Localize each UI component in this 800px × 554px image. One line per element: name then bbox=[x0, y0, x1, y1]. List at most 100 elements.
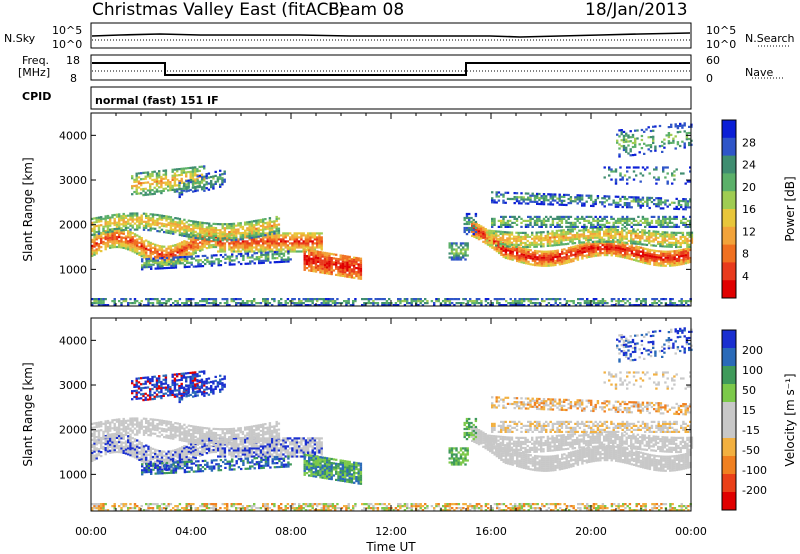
power-cell bbox=[457, 256, 460, 259]
power-cell bbox=[120, 232, 123, 235]
power-cell bbox=[346, 255, 349, 258]
power-cell bbox=[607, 232, 610, 235]
power-cell bbox=[495, 191, 498, 194]
power-cell bbox=[470, 228, 473, 232]
power-cell bbox=[632, 240, 635, 243]
power-cell bbox=[545, 254, 548, 257]
power-cell bbox=[300, 300, 303, 303]
power-cell bbox=[536, 262, 539, 265]
power-cell bbox=[320, 302, 323, 305]
power-cell bbox=[615, 300, 618, 303]
power-cell bbox=[177, 258, 180, 261]
power-cell bbox=[468, 226, 471, 230]
power-cell bbox=[149, 255, 152, 259]
power-cell bbox=[120, 238, 123, 241]
power-cell bbox=[518, 304, 521, 307]
power-cell bbox=[502, 241, 505, 244]
power-cell bbox=[576, 248, 580, 251]
power-cell bbox=[268, 217, 272, 220]
power-cell bbox=[187, 219, 191, 222]
power-cell bbox=[612, 228, 615, 231]
power-cell bbox=[570, 248, 573, 251]
power-cell bbox=[637, 223, 640, 226]
power-cell bbox=[608, 168, 611, 171]
power-cell bbox=[133, 218, 137, 221]
power-cell bbox=[246, 227, 249, 230]
power-cell bbox=[578, 221, 582, 224]
power-cell bbox=[637, 200, 640, 203]
power-cell bbox=[142, 187, 145, 191]
power-cell bbox=[588, 304, 591, 307]
power-cell bbox=[626, 198, 629, 201]
power-cell bbox=[563, 203, 566, 206]
power-cell bbox=[120, 227, 123, 230]
power-cell bbox=[142, 250, 146, 253]
power-cell bbox=[616, 229, 619, 232]
power-cell bbox=[303, 252, 306, 255]
power-cell bbox=[623, 197, 627, 201]
power-cell bbox=[637, 252, 640, 255]
power-cell bbox=[308, 263, 311, 266]
power-cell bbox=[604, 300, 607, 303]
power-cell bbox=[515, 245, 518, 248]
power-cell bbox=[540, 223, 543, 226]
power-cell bbox=[637, 198, 640, 201]
power-cell bbox=[320, 248, 323, 251]
power-cell bbox=[167, 189, 170, 192]
power-cell bbox=[529, 217, 532, 220]
power-cell bbox=[276, 253, 279, 256]
power-cell bbox=[385, 304, 389, 307]
power-cell bbox=[491, 302, 494, 305]
power-cell bbox=[576, 215, 579, 218]
power-cell bbox=[617, 221, 620, 224]
power-cell bbox=[670, 133, 673, 136]
power-cell bbox=[592, 244, 595, 248]
power-cell bbox=[344, 257, 347, 260]
power-cell bbox=[273, 236, 276, 239]
power-cell bbox=[689, 200, 692, 203]
power-cell bbox=[660, 258, 663, 261]
power-cell bbox=[678, 261, 681, 264]
power-cell bbox=[537, 235, 541, 238]
power-cell bbox=[187, 167, 190, 170]
power-cell bbox=[684, 235, 687, 238]
power-cell bbox=[361, 304, 364, 307]
power-cell bbox=[480, 235, 483, 238]
power-cell bbox=[147, 300, 150, 303]
power-cell bbox=[271, 230, 274, 233]
power-cell bbox=[677, 231, 680, 234]
power-cell bbox=[628, 249, 631, 252]
power-cell bbox=[628, 247, 631, 250]
power-cell bbox=[376, 298, 380, 301]
power-cell bbox=[524, 198, 528, 201]
power-cell bbox=[648, 233, 651, 237]
power-cell bbox=[280, 258, 283, 261]
power-cell bbox=[574, 225, 577, 228]
power-cell bbox=[596, 234, 599, 237]
power-cell bbox=[537, 243, 541, 246]
power-cell bbox=[156, 213, 159, 217]
power-cell bbox=[679, 144, 682, 148]
power-cell bbox=[558, 215, 561, 218]
power-cell bbox=[230, 226, 233, 230]
power-cell bbox=[235, 257, 238, 260]
power-cell bbox=[273, 261, 277, 264]
power-cell bbox=[628, 223, 631, 226]
power-cell bbox=[275, 240, 278, 243]
power-cell bbox=[167, 247, 170, 250]
power-cell bbox=[350, 272, 354, 275]
power-cell bbox=[545, 258, 548, 261]
power-cell bbox=[352, 302, 355, 305]
power-cell bbox=[326, 266, 329, 269]
power-cell bbox=[621, 237, 624, 240]
power-cell bbox=[495, 230, 498, 233]
power-cell bbox=[169, 218, 173, 221]
power-cell bbox=[547, 264, 550, 267]
power-cell bbox=[536, 202, 539, 205]
power-cell bbox=[501, 232, 505, 236]
power-cell bbox=[321, 261, 324, 264]
power-cell bbox=[244, 302, 247, 305]
power-cell bbox=[488, 233, 491, 236]
power-cell bbox=[545, 304, 548, 307]
power-cell bbox=[124, 235, 128, 238]
